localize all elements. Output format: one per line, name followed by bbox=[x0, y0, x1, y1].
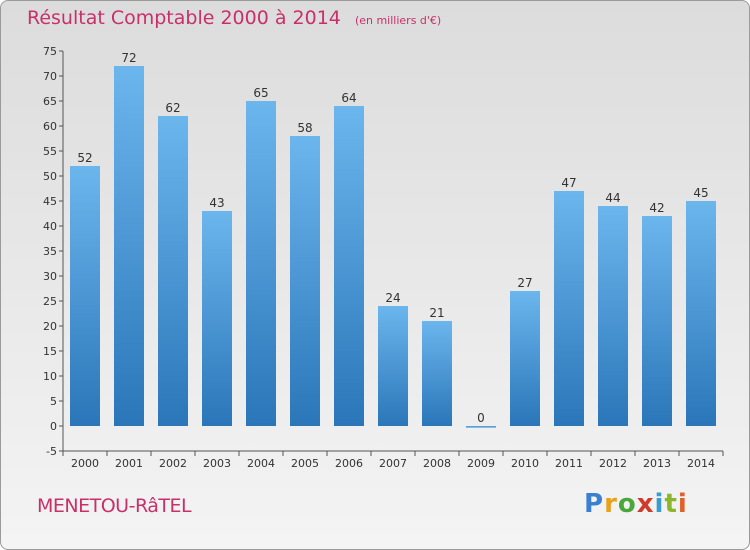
x-tick-label: 2011 bbox=[555, 457, 583, 470]
y-tick-label: 20 bbox=[43, 320, 57, 333]
y-tick-label: 55 bbox=[43, 145, 57, 158]
logo-letter: P bbox=[584, 489, 605, 519]
bar-2006 bbox=[334, 106, 364, 426]
y-tick-label: 65 bbox=[43, 95, 57, 108]
y-tick-label: 25 bbox=[43, 295, 57, 308]
x-tick-label: 2010 bbox=[511, 457, 539, 470]
x-tick-label: 2004 bbox=[247, 457, 275, 470]
x-tick-label: 2003 bbox=[203, 457, 231, 470]
logo-letter: o bbox=[617, 489, 637, 519]
data-label-2001: 72 bbox=[121, 51, 136, 65]
bar-2001 bbox=[114, 66, 144, 426]
logo-letter: x bbox=[636, 489, 655, 519]
y-tick-label: 15 bbox=[43, 345, 57, 358]
data-label-2003: 43 bbox=[209, 196, 224, 210]
y-tick-label: 45 bbox=[43, 195, 57, 208]
logo-letter: t bbox=[664, 489, 678, 519]
chart-title-text: Résultat Comptable 2000 à 2014 bbox=[27, 7, 341, 29]
data-label-2004: 65 bbox=[253, 86, 268, 100]
bar-2002 bbox=[158, 116, 188, 426]
x-tick-label: 2001 bbox=[115, 457, 143, 470]
bars bbox=[70, 66, 716, 428]
x-tick-label: 2013 bbox=[643, 457, 671, 470]
y-tick-label: 50 bbox=[43, 170, 57, 183]
y-tick-label: 70 bbox=[43, 70, 57, 83]
bar-2008 bbox=[422, 321, 452, 426]
x-tick-label: 2005 bbox=[291, 457, 319, 470]
data-label-2000: 52 bbox=[77, 151, 92, 165]
proxiti-logo[interactable]: Proxiti bbox=[584, 489, 688, 519]
bar-2012 bbox=[598, 206, 628, 426]
bar-2011 bbox=[554, 191, 584, 426]
x-tick-label: 2014 bbox=[687, 457, 715, 470]
x-tick-label: 2002 bbox=[159, 457, 187, 470]
data-label-2005: 58 bbox=[297, 121, 312, 135]
data-label-2008: 21 bbox=[429, 306, 444, 320]
chart-subtitle: (en milliers d'€) bbox=[354, 14, 442, 27]
y-tick-label: 40 bbox=[43, 220, 57, 233]
x-tick-label: 2000 bbox=[71, 457, 99, 470]
bar-2000 bbox=[70, 166, 100, 426]
bar-2007 bbox=[378, 306, 408, 426]
logo-letter: r bbox=[604, 489, 618, 519]
y-tick-label: 30 bbox=[43, 270, 57, 283]
data-label-2014: 45 bbox=[693, 186, 708, 200]
bar-2003 bbox=[202, 211, 232, 426]
data-label-2013: 42 bbox=[649, 201, 664, 215]
bar-2004 bbox=[246, 101, 276, 426]
y-tick-label: -5 bbox=[46, 445, 57, 458]
data-label-2009: 0 bbox=[477, 411, 485, 425]
data-label-2007: 24 bbox=[385, 291, 400, 305]
x-tick-label: 2006 bbox=[335, 457, 363, 470]
data-label-2011: 47 bbox=[561, 176, 576, 190]
x-tick-label: 2007 bbox=[379, 457, 407, 470]
logo-letter: i bbox=[654, 489, 665, 519]
logo-letter: i bbox=[677, 489, 688, 519]
data-label-2002: 62 bbox=[165, 101, 180, 115]
place-name: MENETOU-RâTEL bbox=[37, 495, 192, 517]
bar-2013 bbox=[642, 216, 672, 426]
bar-2005 bbox=[290, 136, 320, 426]
y-tick-label: 10 bbox=[43, 370, 57, 383]
data-label-2006: 64 bbox=[341, 91, 356, 105]
y-tick-label: 5 bbox=[50, 395, 57, 408]
chart-title: Résultat Comptable 2000 à 2014 (en milli… bbox=[27, 7, 441, 29]
x-tick-label: 2008 bbox=[423, 457, 451, 470]
data-labels: 52 72 62 43 65 58 64 24 21 0 27 47 44 42 45 bbox=[77, 51, 708, 425]
y-tick-label: 35 bbox=[43, 245, 57, 258]
data-label-2010: 27 bbox=[517, 276, 532, 290]
y-tick-label: 60 bbox=[43, 120, 57, 133]
x-tick-label: 2012 bbox=[599, 457, 627, 470]
x-tick-label: 2009 bbox=[467, 457, 495, 470]
bar-2014 bbox=[686, 201, 716, 426]
data-label-2012: 44 bbox=[605, 191, 620, 205]
y-tick-label: 75 bbox=[43, 45, 57, 58]
bar-2009 bbox=[466, 426, 496, 428]
bar-2010 bbox=[510, 291, 540, 426]
y-tick-label: 0 bbox=[50, 420, 57, 433]
axes: -5 0 5 10 15 20 25 30 35 40 45 50 55 60 65 70 75 2000 2001… bbox=[43, 45, 724, 470]
